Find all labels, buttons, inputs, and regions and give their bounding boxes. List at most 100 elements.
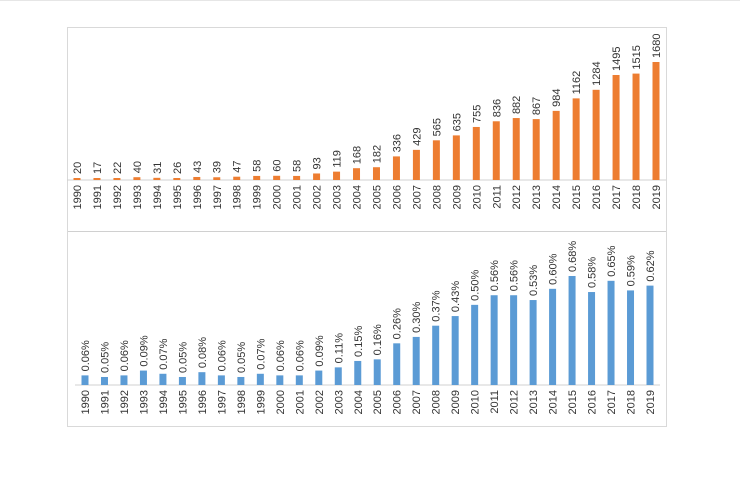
chart-1-tick-label-2012: 2012 [509,390,521,414]
chart-0-value-label-2009: 635 [451,113,463,131]
chart-0-bar-2017 [612,74,620,180]
chart-0-bar-2019 [652,62,660,180]
chart-0-bar-1995 [173,178,181,180]
chart-1-tick-label-2006: 2006 [392,390,404,414]
chart-0-tick-label-2015: 2015 [571,185,583,209]
chart-0-tick-label-1995: 1995 [172,185,184,209]
chart-0-bar-1994 [153,177,161,180]
chart-0-value-label-2014: 984 [551,89,563,107]
chart-1-tick-label-1998: 1998 [236,390,248,414]
chart-0-tick-label-2014: 2014 [551,185,563,209]
chart-1-value-label-1990: 0.06% [80,340,92,371]
chart-1-bar-2012 [510,295,518,385]
chart-0-tick-label-2008: 2008 [431,185,443,209]
chart-1-value-label-2010: 0.50% [470,269,482,300]
chart-1-bar-2003 [334,367,342,385]
chart-0-value-label-1997: 39 [212,161,224,173]
chart-1-bar-1998 [237,376,245,385]
chart-1-value-label-2009: 0.43% [450,281,462,312]
chart-1-bar-1996 [198,372,206,385]
chart-1-bar-2004 [354,360,362,385]
chart-0-value-label-1991: 17 [92,162,104,174]
chart-0-tick-label-2002: 2002 [312,185,324,209]
chart-0-value-label-1992: 22 [112,162,124,174]
chart-1-bar-2017 [607,280,615,385]
chart-1-value-label-2004: 0.15% [353,326,365,357]
chart-0-value-label-2019: 1680 [651,34,663,58]
chart-0-bar-1993 [133,177,141,180]
chart-0-bar-2004 [353,168,361,180]
chart-1-value-label-2012: 0.56% [509,260,521,291]
chart-1-value-label-2019: 0.62% [645,250,657,281]
chart-1-tick-label-2016: 2016 [587,390,599,414]
chart-1-bar-2000 [276,375,284,385]
chart-0-bar-1996 [193,176,201,180]
chart-0-bar-2011 [492,121,500,180]
chart-1-bar-2010 [471,304,479,385]
chart-0-tick-label-1997: 1997 [212,185,224,209]
chart-0-bar-2000 [273,175,281,180]
chart-0-value-label-2010: 755 [471,105,483,123]
chart-1-value-label-2014: 0.60% [548,253,560,284]
chart-0-tick-label-2004: 2004 [352,185,364,209]
chart-1-bar-1999 [256,373,264,385]
chart-0-tick-label-1996: 1996 [192,185,204,209]
chart-1-value-label-2001: 0.06% [294,340,306,371]
chart-0-value-label-2005: 182 [371,145,383,163]
top-rule [0,0,740,1]
chart-1-bar-2007 [412,336,420,385]
chart-0-tick-label-1994: 1994 [152,185,164,209]
chart-1-bar-1992 [120,375,128,385]
chart-1-value-label-2005: 0.16% [372,324,384,355]
chart-0-bar-2003 [333,171,341,180]
chart-0-bar-1997 [213,177,221,180]
chart-1-value-label-1991: 0.05% [99,342,111,373]
chart-1-bar-2002 [315,370,323,385]
chart-1-value-label-2003: 0.11% [333,333,345,364]
chart-0-tick-label-1992: 1992 [112,185,124,209]
chart-1-bar-2001 [295,375,303,385]
chart-panel [67,27,667,427]
chart-0-tick-label-2001: 2001 [292,185,304,209]
chart-0-value-label-2003: 119 [332,150,344,168]
chart-1-bar-1990 [81,375,89,385]
chart-0-value-label-1996: 43 [192,161,204,173]
chart-0-bar-2015 [572,98,580,180]
chart-0-value-label-2004: 168 [352,146,364,164]
chart-0-value-label-2000: 60 [272,160,284,172]
chart-1-tick-label-1997: 1997 [216,390,228,414]
chart-0-value-label-2017: 1495 [611,47,623,71]
chart-0-value-label-2011: 836 [491,99,503,117]
chart-1-tick-label-1990: 1990 [80,390,92,414]
chart-0-value-label-1999: 58 [252,160,264,172]
chart-0-bar-1991 [93,178,101,180]
chart-0-tick-label-2005: 2005 [371,185,383,209]
chart-0-tick-label-1991: 1991 [92,185,104,209]
chart-1-value-label-2018: 0.59% [626,255,638,286]
chart-1-value-label-2000: 0.06% [275,340,287,371]
chart-1-value-label-1995: 0.05% [177,342,189,373]
chart-0-value-label-1990: 20 [72,162,84,174]
chart-0-tick-label-2010: 2010 [471,185,483,209]
chart-1-tick-label-1995: 1995 [177,390,189,414]
chart-0-tick-label-2006: 2006 [391,185,403,209]
chart-1-bar-1997 [217,375,225,385]
chart-1-value-label-1998: 0.05% [236,342,248,373]
chart-1-tick-label-2011: 2011 [489,390,501,414]
chart-0-bar-2007 [412,149,420,180]
chart-1-value-label-1993: 0.09% [138,335,150,366]
chart-1-value-label-1997: 0.06% [216,340,228,371]
chart-1-value-label-2017: 0.65% [606,245,618,276]
chart-0-tick-label-2003: 2003 [332,185,344,209]
chart-1-value-label-2013: 0.53% [528,265,540,296]
chart-0-bar-2014 [552,110,560,180]
chart-1-tick-label-2008: 2008 [431,390,443,414]
chart-0-value-label-2002: 93 [312,157,324,169]
chart-1-bar-2005 [373,359,381,385]
chart-0-value-label-2013: 867 [531,97,543,115]
chart-0-bar-2013 [532,119,540,180]
chart-1-tick-label-2004: 2004 [353,390,365,414]
chart-0-tick-label-2019: 2019 [651,185,663,209]
